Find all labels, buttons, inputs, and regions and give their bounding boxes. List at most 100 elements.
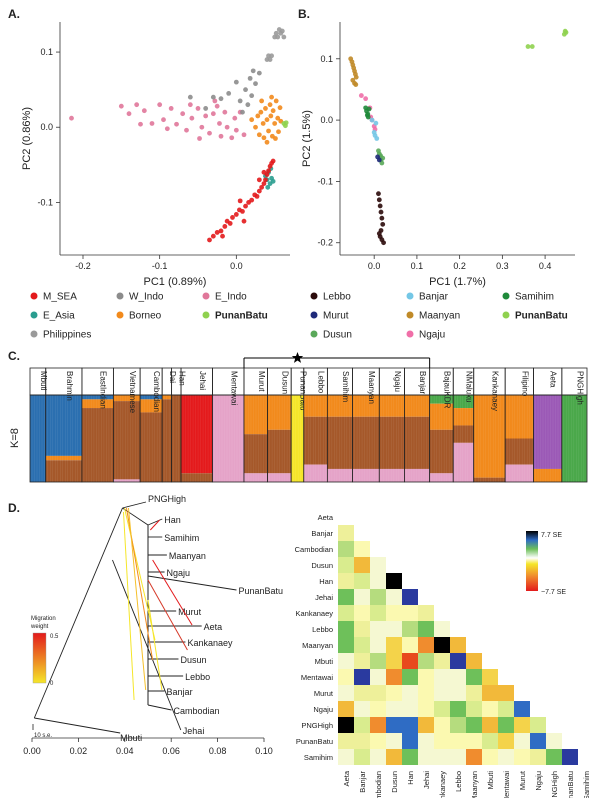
heatmap-cell [370, 669, 386, 685]
admixture-bar-PunanBatu [291, 395, 304, 482]
treemix-panel: 0.00 0.02 0.04 0.06 0.08 0.10 PNGHigh Han Samihi… [23, 494, 283, 756]
heatmap-cell [354, 653, 370, 669]
data-point-E_Indo [207, 130, 212, 136]
data-point-W_Indo [203, 106, 209, 111]
heatmap-cell [418, 669, 434, 685]
heatmap-cell [418, 749, 434, 765]
data-point-Borneo [272, 121, 278, 126]
heatmap-row-label-PNGHigh: PNGHigh [301, 721, 333, 730]
heatmap-col-label-Maanyan: Maanyan [470, 771, 479, 798]
heatmap-row-label-Murut: Murut [314, 689, 334, 698]
data-point-M_SEA [207, 237, 212, 243]
population-label-Brahmin: Brahmin [65, 371, 74, 401]
data-point-Philippines [269, 53, 274, 59]
data-point-Borneo [263, 106, 268, 111]
admixture-bar-Vietnamese [113, 401, 141, 480]
admixture-bar-Mentawai [212, 395, 244, 482]
heatmap-cell [402, 685, 418, 701]
data-point-M_SEA [218, 228, 224, 234]
data-point-Borneo [264, 117, 270, 123]
migration-edge [147, 599, 163, 691]
data-point-Philippines [275, 34, 281, 40]
heatmap-cell [354, 621, 370, 637]
population-label-Dusun: Dusun [280, 371, 289, 394]
admixture-bar-Brahmin [45, 455, 82, 461]
admixture-bar-Dusun [267, 395, 292, 430]
data-point-E_Indo [233, 127, 239, 133]
tree-x-tick-label: 0.10 [255, 746, 273, 756]
heatmap-cell [370, 541, 386, 557]
heatmap-col-label-Ngaju: Ngaju [534, 771, 543, 791]
data-point-M_SEA [259, 184, 265, 190]
legend-swatch-Dusun [310, 330, 318, 338]
data-point-M_SEA [266, 168, 271, 174]
data-point-E_Indo [187, 102, 193, 108]
heatmap-cell [402, 637, 418, 653]
tree-tip-Mbuti: Mbuti [120, 733, 142, 743]
data-point-E_Asia [265, 184, 271, 190]
data-point-Borneo [268, 113, 274, 119]
data-point-Borneo [264, 139, 270, 145]
data-point-Borneo [266, 128, 271, 134]
admixture-bar-BajauKDR [429, 395, 454, 404]
heatmap-cell [370, 557, 386, 573]
heatmap-cell [402, 717, 418, 733]
heatmap-cell [514, 717, 530, 733]
admixture-bar-BajauKDR [429, 473, 454, 482]
legend-swatch-Philippines [30, 330, 38, 338]
legend-label-Dusun: Dusun [323, 330, 352, 341]
heatmap-cell [482, 717, 498, 733]
data-point-M_SEA [243, 203, 248, 209]
x-tick-label: 0.1 [411, 261, 424, 271]
data-point-W_Indo [247, 75, 253, 81]
heatmap-cell [338, 525, 354, 541]
data-point-E_Indo [218, 133, 224, 139]
heatmap-cell [450, 717, 466, 733]
tree-x-tick-label: 0.06 [162, 746, 180, 756]
heatmap-cell [354, 749, 370, 765]
population-label-EastIndian: EastIndian [99, 371, 108, 409]
tree-x-tick-label: 0.02 [70, 746, 88, 756]
heatmap-cell [450, 701, 466, 717]
heatmap-cell [530, 749, 546, 765]
data-point-PunanBatu [525, 44, 531, 49]
admixture-bar-Maanyan [352, 468, 380, 482]
heatmap-cell [450, 669, 466, 685]
data-point-E_Indo [224, 124, 230, 130]
heatmap-cell [354, 525, 370, 541]
tree-x-tick-label: 0.08 [209, 746, 227, 756]
legend-swatch-M_SEA [30, 292, 38, 300]
admixture-label-box [473, 367, 506, 396]
heatmap-cell [418, 653, 434, 669]
heatmap-row-label-Ngaju: Ngaju [313, 705, 333, 714]
heatmap-cell [338, 621, 354, 637]
heatmap-col-label-Mentawai: Mentawai [502, 771, 511, 798]
data-point-Lebbo [379, 215, 385, 221]
tree-x-tick-label: 0.04 [116, 746, 134, 756]
heatmap-cell [386, 637, 402, 653]
data-point-M_SEA [220, 233, 225, 239]
admixture-bar-Murut [243, 395, 268, 435]
tree-tip-Samihim: Samihim [164, 533, 199, 543]
tree-tip-Dusun: Dusun [180, 655, 206, 665]
data-point-M_SEA [261, 181, 267, 186]
data-point-M_SEA [241, 218, 247, 224]
data-point-M_SEA [249, 197, 255, 203]
heatmap-cell [370, 589, 386, 605]
heatmap-cell [386, 557, 402, 573]
data-point-W_Indo [253, 81, 258, 87]
heatmap-cell [386, 605, 402, 621]
heatmap-cell [418, 685, 434, 701]
data-point-M_SEA [222, 224, 228, 229]
heatmap-cell [514, 701, 530, 717]
admixture-bar-EastIndian [81, 408, 114, 482]
tree-branch [122, 501, 147, 509]
admixture-bar-Dai [162, 399, 172, 482]
data-point-E_Indo [210, 111, 216, 117]
data-point-Borneo [273, 136, 278, 141]
heatmap-cell [450, 637, 466, 653]
population-label-Jehai: Jehai [198, 371, 207, 390]
heatmap-cell [514, 749, 530, 765]
population-label-Lebbo: Lebbo [317, 371, 326, 394]
data-point-Borneo [259, 98, 265, 104]
